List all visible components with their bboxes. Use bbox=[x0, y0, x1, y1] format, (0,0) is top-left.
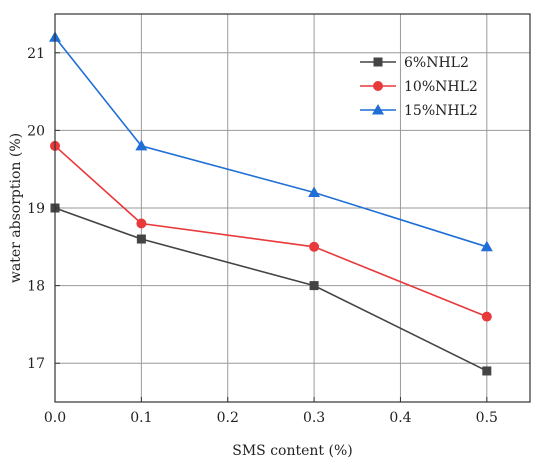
series-2 bbox=[50, 140, 492, 322]
x-axis-label: SMS content (%) bbox=[232, 443, 352, 459]
axis-ticks: 0.0 0.1 0.2 0.3 0.4 0.5 17 18 19 20 21 bbox=[27, 46, 498, 426]
x-tick-label: 0.4 bbox=[389, 410, 411, 426]
legend-marker bbox=[373, 81, 383, 91]
y-axis-label: water absorption (%) bbox=[8, 133, 24, 283]
x-tick-label: 0.5 bbox=[476, 410, 498, 426]
grid bbox=[54, 14, 530, 402]
legend-label: 10%NHL2 bbox=[404, 79, 478, 95]
y-tick-label: 17 bbox=[27, 356, 45, 372]
data-point bbox=[309, 241, 320, 252]
series-line bbox=[54, 36, 488, 248]
y-tick-label: 18 bbox=[27, 279, 45, 295]
legend-marker bbox=[373, 57, 383, 67]
x-tick-label: 0.0 bbox=[44, 410, 66, 426]
data-point bbox=[308, 186, 321, 197]
legend-item: 6%NHL2 bbox=[360, 55, 469, 71]
data-point bbox=[482, 366, 492, 376]
data-point bbox=[136, 218, 147, 229]
legend-item: 10%NHL2 bbox=[360, 79, 478, 95]
x-tick-label: 0.3 bbox=[303, 410, 325, 426]
legend-item: 15%NHL2 bbox=[360, 103, 478, 119]
y-tick-label: 20 bbox=[27, 123, 45, 139]
legend-label: 15%NHL2 bbox=[404, 103, 478, 119]
series-1 bbox=[50, 203, 492, 376]
data-point bbox=[481, 311, 492, 322]
legend: 6%NHL2 10%NHL2 15%NHL2 bbox=[360, 55, 478, 119]
series-line bbox=[54, 145, 488, 318]
x-tick-label: 0.2 bbox=[217, 410, 239, 426]
series-layer bbox=[49, 31, 493, 376]
legend-label: 6%NHL2 bbox=[404, 55, 469, 71]
legend-marker bbox=[372, 104, 384, 115]
data-point bbox=[135, 139, 148, 151]
series-line bbox=[54, 207, 488, 372]
series-3 bbox=[49, 31, 493, 252]
data-point bbox=[309, 281, 319, 291]
y-tick-label: 19 bbox=[27, 201, 45, 217]
data-point bbox=[136, 234, 146, 244]
data-point bbox=[480, 240, 493, 252]
y-tick-label: 21 bbox=[27, 46, 45, 62]
x-tick-label: 0.1 bbox=[130, 410, 152, 426]
